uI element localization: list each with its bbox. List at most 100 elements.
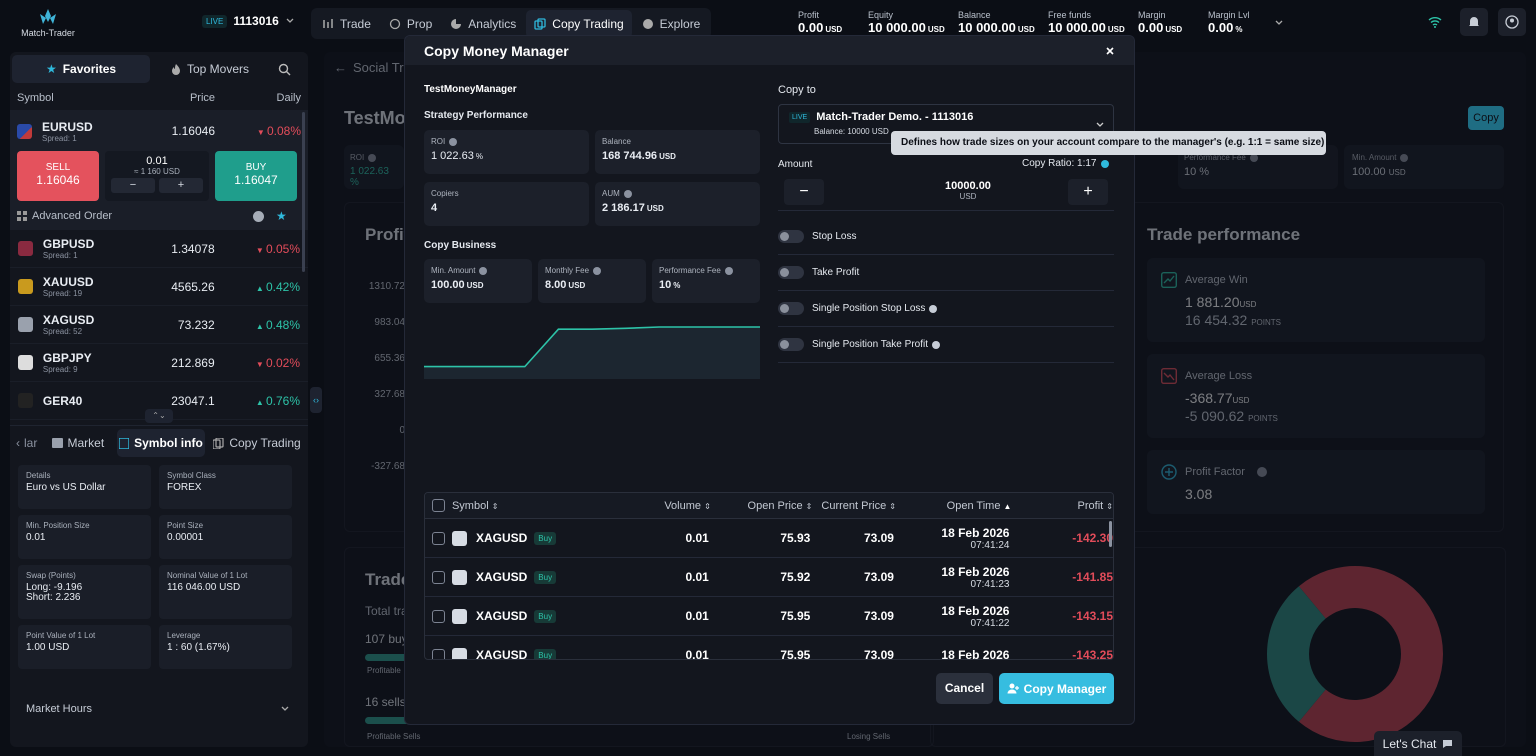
sell-button[interactable]: SELL 1.16046 (17, 151, 99, 201)
table-scrollbar[interactable] (1109, 521, 1112, 547)
search-icon[interactable] (278, 63, 291, 76)
advanced-order[interactable]: Advanced Order ★ (17, 203, 301, 229)
eurusd-row[interactable]: EURUSD Spread: 1 1.16046 ▼ 0.08% (17, 115, 301, 147)
logo[interactable]: Match-Trader (18, 8, 78, 38)
account-switcher[interactable]: LIVE 1113016 (202, 14, 295, 28)
nav-prop[interactable]: Prop (381, 10, 440, 38)
amount-decrease-button[interactable]: − (784, 179, 824, 205)
col-daily: Daily (276, 92, 301, 104)
tab-favorites[interactable]: ★ Favorites (12, 55, 150, 83)
th-volume[interactable]: Volume ⇕ (571, 500, 710, 512)
copy-trading-icon (213, 437, 224, 449)
volume-increase-button[interactable]: + (159, 178, 203, 193)
back-link[interactable]: ← Social Tra (334, 60, 411, 75)
symbol-price: 23047.1 (171, 393, 215, 408)
watchlist-item-xagusd[interactable]: XAGUSD Spread: 52 73.232 ▲ 0.48% (10, 306, 308, 344)
volume-decrease-button[interactable]: − (111, 178, 155, 193)
copy-manager-button[interactable]: Copy Manager (999, 673, 1114, 704)
stop-loss-toggle[interactable] (778, 230, 804, 243)
market-hours-toggle[interactable]: Market Hours (18, 694, 298, 724)
expand-account-icon[interactable] (1274, 18, 1284, 28)
option-stop-loss[interactable]: Stop Loss (778, 219, 1114, 255)
row-checkbox[interactable] (432, 609, 445, 623)
panel-resize-handle[interactable]: ‹› (310, 387, 322, 413)
table-row[interactable]: XAGUSD Buy 0.01 75.92 73.09 18 Feb 2026 07:41:… (425, 558, 1113, 597)
th-current-price[interactable]: Current Price ⇕ (812, 500, 896, 512)
scrollbar[interactable] (302, 112, 305, 272)
tab-copy-trading[interactable]: Copy Trading (213, 436, 308, 450)
buy-button[interactable]: BUY 1.16047 (215, 151, 297, 201)
take-profit-toggle[interactable] (778, 266, 804, 279)
nav-analytics[interactable]: Analytics (442, 10, 524, 38)
watchlist-item-gbpusd[interactable]: GBPUSD Spread: 1 1.34078 ▼ 0.05% (10, 230, 308, 268)
favorite-star-icon[interactable]: ★ (276, 209, 287, 223)
info-icon (1400, 153, 1409, 162)
nav-explore[interactable]: Explore (634, 10, 709, 38)
nav-copy-trading[interactable]: Copy Trading (526, 9, 632, 38)
up-arrow-icon: ▲ (255, 321, 266, 331)
single-take-profit-toggle[interactable] (778, 338, 804, 351)
down-arrow-icon: ▼ (255, 359, 266, 369)
table-row[interactable]: XAGUSD Buy 0.01 75.95 73.09 18 Feb 2026 07:41:… (425, 597, 1113, 636)
average-loss-card: Average Loss -368.77USD -5 090.62 POINTS (1147, 354, 1485, 438)
watchlist-item-eurusd[interactable]: EURUSD Spread: 1 1.16046 ▼ 0.08% SELL 1.1… (10, 110, 308, 230)
volume-stepper[interactable]: 0.01 ≈ 1 160 USD − + (105, 151, 209, 201)
tab-prev[interactable]: ‹ lar (16, 436, 52, 450)
profile-button[interactable] (1498, 8, 1526, 36)
th-open-price[interactable]: Open Price ⇕ (711, 500, 813, 512)
tab-top-movers[interactable]: Top Movers (150, 55, 270, 83)
collapse-handle-icon[interactable]: ⌃⌄ (145, 409, 173, 423)
amount-input[interactable]: 10000.00 USD (918, 180, 1018, 201)
info-icon[interactable] (253, 210, 264, 222)
scale-icon (1161, 464, 1177, 480)
amount-increase-button[interactable]: + (1068, 179, 1108, 205)
user-icon (1505, 15, 1519, 29)
select-all-checkbox[interactable] (432, 499, 445, 512)
watchlist-panel: ★ Favorites Top Movers Symbol Price Daily… (10, 52, 308, 747)
info-icon (479, 266, 488, 275)
cancel-button[interactable]: Cancel (936, 673, 993, 704)
volume-value[interactable]: 0.01 (146, 155, 168, 167)
close-icon[interactable] (1105, 46, 1115, 56)
info-icon[interactable] (929, 304, 938, 313)
info-icon[interactable] (932, 340, 940, 349)
notifications-button[interactable] (1460, 8, 1488, 36)
acct-free-funds-unit: USD (1107, 25, 1125, 34)
table-row[interactable]: XAGUSD Buy 0.01 75.95 73.09 18 Feb 2026 -143.2… (425, 636, 1113, 659)
option-take-profit[interactable]: Take Profit (778, 255, 1114, 291)
advanced-order-label: Advanced Order (32, 210, 113, 222)
business-min-amount-unit: USD (466, 281, 484, 290)
watchlist-item-gbpjpy[interactable]: GBPJPY Spread: 9 212.869 ▼ 0.02% (10, 344, 308, 382)
row-checkbox[interactable] (432, 531, 445, 545)
grid-icon (17, 211, 27, 221)
th-profit[interactable]: Profit ⇕ (1011, 500, 1113, 512)
option-single-position-take-profit[interactable]: Single Position Take Profit (778, 327, 1114, 363)
copy-button[interactable]: Copy (1468, 106, 1504, 130)
watchlist-item-xauusd[interactable]: XAUUSD Spread: 19 4565.26 ▲ 0.42% (10, 268, 308, 306)
y-tick-label: 1310.72 (368, 281, 405, 292)
acct-free-funds-value: 10 000.00 (1048, 20, 1106, 35)
th-symbol[interactable]: Symbol ⇕ (452, 500, 571, 512)
copy-ratio-tooltip: Defines how trade sizes on your account … (891, 131, 1326, 155)
amount-value[interactable]: 10000.00 (945, 180, 991, 192)
tab-market[interactable]: Market (51, 436, 117, 450)
business-monthly-fee-unit: USD (568, 281, 586, 290)
bg-roi-card: ROI 1 022.63 % (344, 145, 404, 189)
stat-aum-unit: USD (646, 204, 664, 213)
chat-button[interactable]: Let's Chat (1374, 731, 1462, 756)
single-stop-loss-toggle[interactable] (778, 302, 804, 315)
nav-trade[interactable]: Trade (314, 10, 379, 38)
amount-label: Amount (778, 159, 813, 170)
th-current-price-label: Current Price (821, 499, 887, 512)
table-row[interactable]: XAGUSD Buy 0.01 75.93 73.09 18 Feb 2026 07:41:… (425, 519, 1113, 558)
average-win-points: 16 454.32 (1185, 312, 1248, 328)
y-tick-label: 327.68 (374, 389, 405, 400)
y-tick-label: 983.04 (374, 317, 405, 328)
row-checkbox[interactable] (432, 648, 445, 659)
info-icon[interactable] (1100, 159, 1109, 168)
row-checkbox[interactable] (432, 570, 445, 584)
option-single-position-stop-loss[interactable]: Single Position Stop Loss (778, 291, 1114, 327)
buys-bar (365, 654, 415, 661)
th-open-time[interactable]: Open Time ▲ (896, 500, 1012, 512)
tab-symbol-info[interactable]: Symbol info (116, 429, 206, 457)
